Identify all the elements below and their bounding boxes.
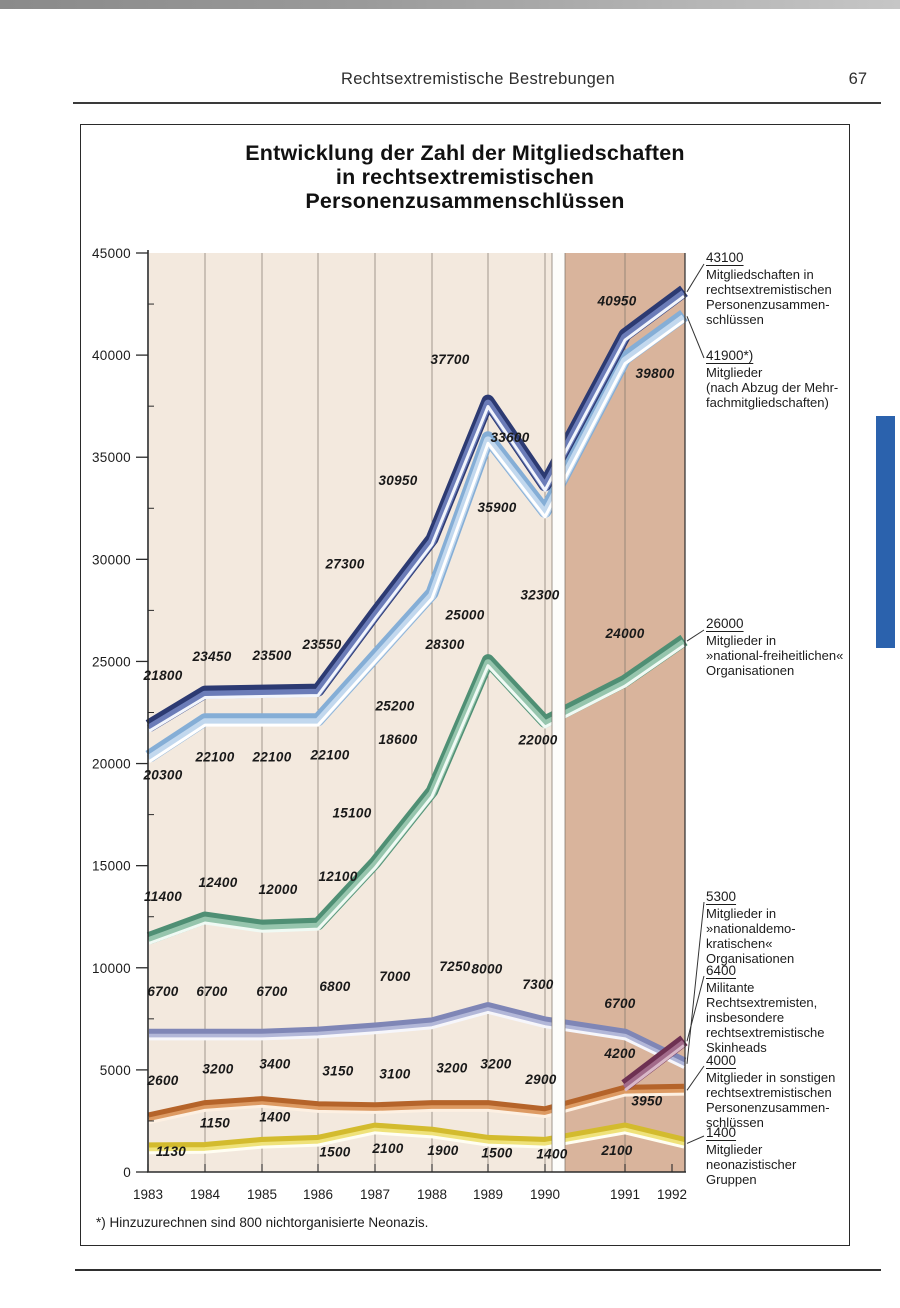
chart-title: Entwicklung der Zahl der Mitgliedschafte… [245,141,685,213]
bottom-rule [75,1269,881,1271]
chart-frame [80,124,850,1246]
header-rule [73,102,881,104]
footnote: *) Hinzuzurechnen sind 800 nichtorganisi… [96,1215,429,1230]
scan-edge-artifact [0,0,900,9]
running-header: Rechtsextremistische Bestrebungen 67 [75,70,881,94]
page-edge-tab [876,416,895,648]
page-number: 67 [848,70,867,88]
running-header-title: Rechtsextremistische Bestrebungen [340,70,616,88]
